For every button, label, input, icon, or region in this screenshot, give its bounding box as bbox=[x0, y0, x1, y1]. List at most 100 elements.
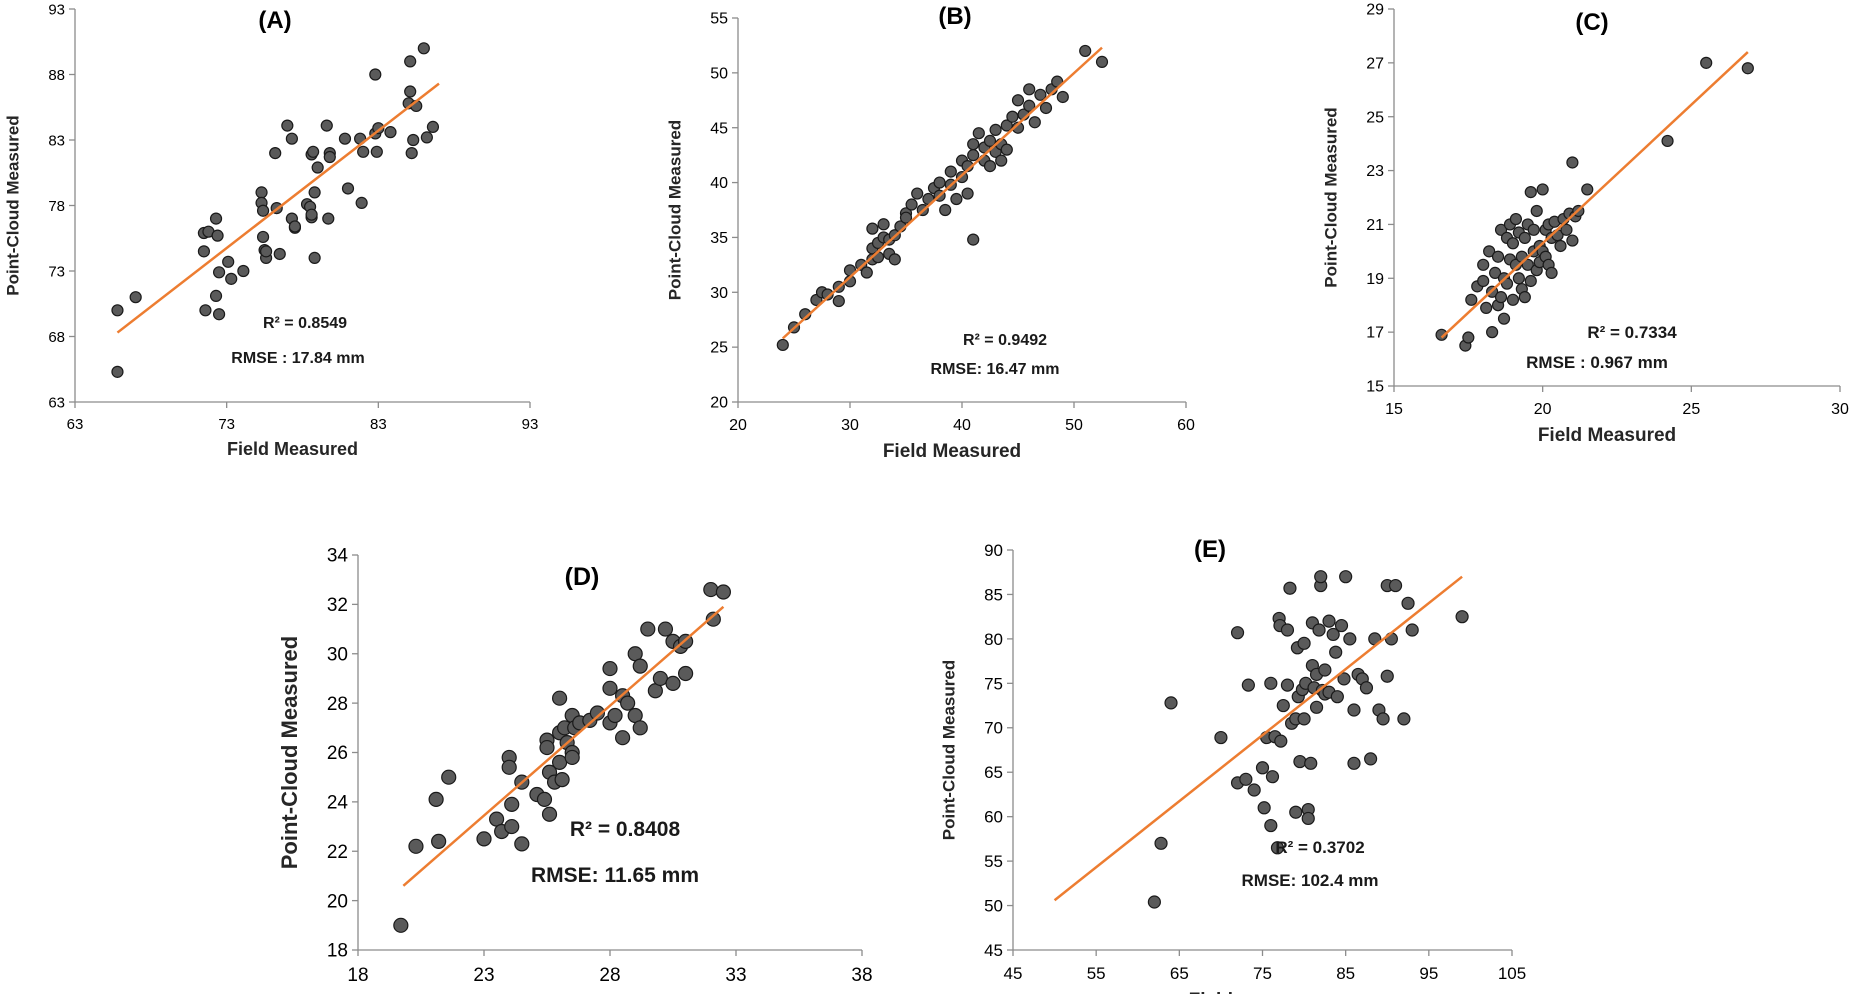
y-tick-label: 20 bbox=[710, 395, 728, 412]
y-axis-title: Point-Cloud Measured bbox=[4, 115, 23, 295]
data-point bbox=[1318, 663, 1332, 677]
y-tick-label: 25 bbox=[710, 340, 728, 357]
data-point bbox=[1741, 62, 1754, 75]
data-point bbox=[504, 818, 520, 835]
data-point bbox=[393, 917, 409, 933]
data-point bbox=[1536, 183, 1549, 196]
data-point bbox=[260, 245, 273, 258]
data-point bbox=[111, 304, 124, 317]
data-point bbox=[1521, 258, 1534, 271]
data-point bbox=[995, 154, 1008, 167]
data-point bbox=[1388, 578, 1403, 593]
y-tick-label: 65 bbox=[984, 763, 1003, 782]
data-point bbox=[640, 621, 656, 637]
data-point bbox=[1257, 801, 1271, 815]
x-tick-label: 55 bbox=[1087, 964, 1106, 983]
y-tick-label: 45 bbox=[710, 120, 728, 137]
data-point bbox=[950, 192, 963, 206]
data-point bbox=[1154, 836, 1168, 850]
data-point bbox=[1494, 223, 1508, 236]
data-point bbox=[860, 266, 873, 279]
trendline bbox=[1440, 51, 1749, 339]
data-point bbox=[551, 754, 568, 770]
y-tick-label: 32 bbox=[327, 595, 348, 616]
data-point bbox=[256, 230, 270, 244]
data-point bbox=[1347, 756, 1361, 770]
x-tick-label: 95 bbox=[1419, 964, 1438, 983]
y-tick-label: 22 bbox=[327, 842, 348, 863]
trendline bbox=[116, 82, 440, 334]
x-tick-label: 73 bbox=[218, 416, 235, 433]
data-point bbox=[939, 203, 952, 217]
y-axis-title: Point-Cloud Measured bbox=[277, 636, 302, 869]
data-point bbox=[501, 759, 517, 775]
r-squared-label: R² = 0.8408 bbox=[570, 818, 681, 841]
y-tick-label: 78 bbox=[48, 198, 65, 215]
data-point bbox=[1566, 156, 1579, 169]
data-point bbox=[564, 749, 580, 766]
data-point bbox=[404, 55, 417, 68]
data-point bbox=[1095, 55, 1109, 68]
data-point bbox=[1301, 811, 1315, 826]
data-point bbox=[212, 266, 226, 279]
data-point bbox=[1330, 690, 1344, 704]
x-axis-title: Field measured bbox=[516, 991, 685, 994]
y-tick-label: 90 bbox=[984, 541, 1003, 560]
data-point bbox=[1566, 234, 1579, 247]
data-point bbox=[1011, 94, 1025, 107]
trendline bbox=[781, 46, 1103, 340]
data-point bbox=[1581, 183, 1594, 196]
y-tick-label: 75 bbox=[984, 674, 1003, 693]
data-point bbox=[1028, 116, 1041, 129]
data-point bbox=[1337, 672, 1351, 686]
y-tick-label: 15 bbox=[1366, 379, 1384, 396]
data-point bbox=[1255, 761, 1270, 775]
data-point bbox=[255, 186, 268, 199]
data-point bbox=[305, 208, 318, 221]
data-point bbox=[1462, 331, 1475, 344]
x-tick-label: 50 bbox=[1065, 417, 1083, 434]
y-tick-label: 26 bbox=[327, 743, 348, 764]
x-tick-label: 105 bbox=[1498, 964, 1526, 983]
data-point bbox=[404, 85, 417, 98]
y-tick-label: 20 bbox=[327, 891, 348, 912]
data-point bbox=[1304, 756, 1318, 770]
data-point bbox=[554, 772, 570, 788]
r-squared-label: R² = 0.3702 bbox=[1275, 838, 1364, 857]
data-point bbox=[1524, 274, 1537, 288]
data-point bbox=[476, 831, 492, 847]
data-point bbox=[269, 147, 282, 160]
data-point bbox=[1554, 239, 1567, 253]
data-point bbox=[1289, 805, 1303, 819]
y-tick-label: 40 bbox=[710, 175, 728, 192]
data-point bbox=[320, 119, 333, 132]
x-axis-title: Field Measured bbox=[883, 441, 1021, 462]
x-tick-label: 60 bbox=[1177, 417, 1195, 434]
y-tick-label: 34 bbox=[327, 546, 349, 567]
y-tick-label: 73 bbox=[48, 263, 65, 280]
data-point bbox=[237, 264, 250, 278]
y-tick-label: 23 bbox=[1366, 163, 1384, 180]
y-tick-label: 63 bbox=[48, 394, 65, 411]
x-tick-label: 75 bbox=[1253, 964, 1272, 983]
x-tick-label: 63 bbox=[67, 416, 84, 433]
y-tick-label: 25 bbox=[1366, 109, 1384, 126]
y-tick-label: 17 bbox=[1366, 325, 1384, 342]
data-point bbox=[1214, 730, 1228, 745]
y-tick-label: 83 bbox=[48, 132, 65, 149]
data-point bbox=[111, 365, 124, 378]
data-point bbox=[1494, 291, 1508, 304]
data-point bbox=[1488, 266, 1502, 279]
x-tick-label: 15 bbox=[1385, 401, 1403, 418]
data-point bbox=[1265, 770, 1280, 784]
y-tick-label: 28 bbox=[327, 694, 348, 715]
data-point bbox=[602, 660, 618, 677]
chart-panel-a: 63 73 83 93 63 68 73 78 83 88 93 Field Measured Poin… bbox=[4, 1, 539, 459]
y-tick-label: 70 bbox=[984, 719, 1003, 738]
data-point bbox=[1329, 645, 1343, 659]
data-point bbox=[420, 131, 433, 144]
y-tick-label: 60 bbox=[984, 808, 1003, 827]
data-point bbox=[657, 621, 674, 637]
y-tick-label: 27 bbox=[1366, 55, 1384, 72]
data-point bbox=[1405, 623, 1419, 637]
